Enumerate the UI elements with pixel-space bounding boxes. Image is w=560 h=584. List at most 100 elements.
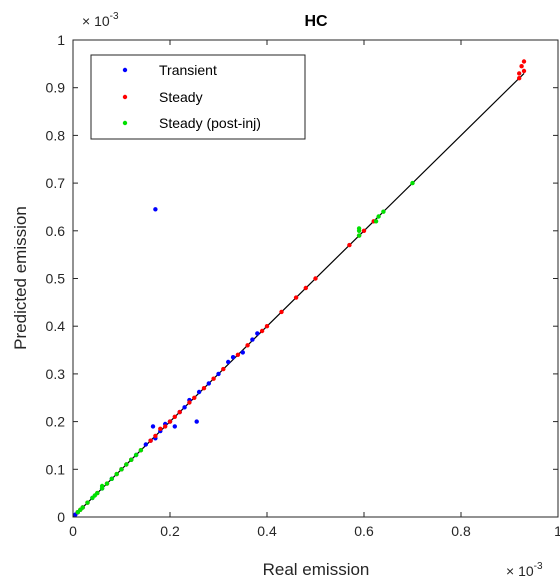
legend-label-steady-post-inj: Steady (post-inj) [159,115,261,131]
legend-label-transient: Transient [159,62,217,78]
data-point [124,462,129,467]
data-point [187,400,192,405]
data-point [158,426,163,431]
data-point [347,242,352,248]
data-point [293,295,299,300]
data-point [211,376,216,381]
y-axis-exponent-base: × 10 [82,13,110,29]
data-point [519,63,524,69]
axes-layer: 0 0.2 0.4 0.6 0.8 1 0 0.1 0.2 0.3 0.4 0.5 0.6 0.7 0.8 0… [46,32,560,539]
data-point [177,409,182,415]
data-point [119,467,124,472]
x-axis-exponent-base: × 10 [506,563,534,579]
y-tick-label: 1 [57,32,65,48]
data-point [264,324,270,329]
data-point [182,405,187,410]
data-point [163,424,168,429]
legend-entry-steady: Steady [122,89,203,105]
y-tick-label: 0.6 [46,223,66,239]
reference-line [72,72,525,518]
y-tick-label: 0.4 [46,318,66,334]
data-point [148,438,153,443]
data-point [356,233,362,238]
data-point [194,419,199,424]
data-point [138,448,144,453]
data-point [356,228,362,233]
data-point [150,424,156,429]
data-point [196,389,202,395]
data-point [250,337,255,342]
data-point [153,207,158,212]
x-tick-label: 0.4 [257,523,277,539]
data-point [143,442,148,447]
y-axis-exponent-power: -3 [110,11,119,22]
y-tick-label: 0.9 [46,80,66,96]
data-point [521,59,527,64]
y-tick-label: 0.5 [46,271,66,287]
data-point [75,510,81,515]
data-point [133,452,139,458]
y-tick-label: 0 [57,509,65,525]
x-tick-label: 0.6 [354,523,374,539]
data-point [221,366,226,372]
data-point [361,228,367,233]
data-point [206,381,211,386]
data-point [226,359,231,365]
series-2 [75,180,415,515]
y-tick-label: 0.1 [46,461,66,477]
x-axis-exponent: × 10-3 [506,561,543,579]
legend-marker-steady [122,94,128,100]
y-axis-label: Predicted emission [11,206,30,350]
data-point [114,471,119,477]
x-tick-label: 1 [554,523,560,539]
data-point [410,180,415,186]
data-point [235,352,241,357]
data-point [216,371,221,377]
data-point [201,386,207,391]
data-point [245,343,250,348]
data-point [373,219,379,224]
data-point [99,483,105,489]
legend-marker-transient [122,67,128,73]
data-point [313,276,318,281]
x-axis-label: Real emission [263,560,370,579]
x-tick-label: 0 [69,523,77,539]
legend-marker-steady-post-inj [122,120,128,126]
data-point [153,433,158,439]
data-point [303,285,308,291]
data-point [109,476,115,481]
data-point [240,350,245,355]
y-tick-label: 0.3 [46,366,66,382]
legend-label-steady: Steady [159,89,203,105]
x-axis-exponent-power: -3 [534,561,543,572]
x-tick-label: 0.2 [160,523,180,539]
legend-entry-steady-post-inj: Steady (post-inj) [122,115,261,131]
y-tick-label: 0.8 [46,127,66,143]
reference-line-layer [72,72,525,518]
points-layer [73,59,527,517]
data-point [172,424,177,429]
y-tick-label: 0.2 [46,414,66,430]
y-tick-label: 0.7 [46,175,66,191]
data-point [517,71,522,76]
data-point [167,419,173,424]
data-point [255,331,260,336]
data-point [521,68,527,74]
data-point [129,457,134,462]
legend: Transient Steady Steady (post-inj) [90,54,306,140]
data-point [230,355,236,360]
y-axis-exponent: × 10-3 [82,11,119,29]
x-tick-label: 0.8 [451,523,471,539]
legend-entry-transient: Transient [122,62,217,78]
data-point [192,395,197,400]
data-point [376,214,381,219]
data-point [104,481,110,486]
data-point [517,76,522,81]
data-point [90,495,95,501]
chart-title: HC [304,13,328,30]
data-point [259,328,265,334]
data-point [172,414,177,419]
data-point [279,309,284,315]
data-point [85,500,90,505]
